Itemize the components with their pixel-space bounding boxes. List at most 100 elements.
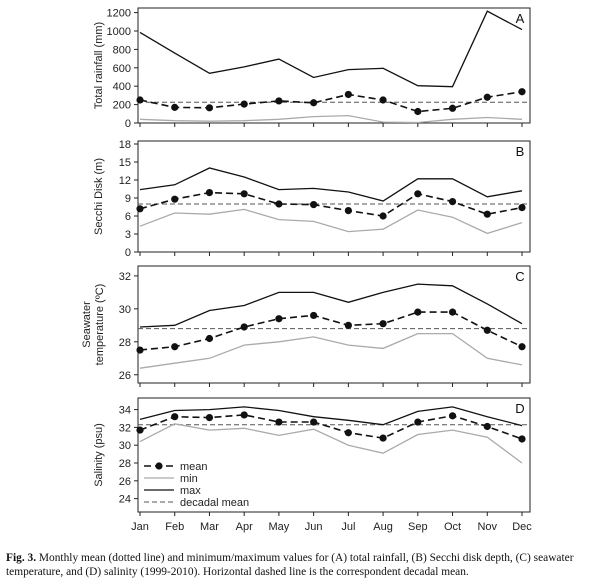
panel-b-ytick-label: 15 [119, 157, 131, 169]
panel-c-frame [137, 265, 531, 384]
panel-b-ytick-label: 6 [125, 211, 131, 223]
panel-a-mean-point [136, 96, 144, 104]
panel-b-frame [137, 140, 531, 253]
panel-d-ytick-label: 30 [119, 440, 131, 452]
panel-b-mean-point [275, 200, 283, 208]
panel-d-mean-point [171, 413, 179, 421]
panel-b-ytick-label: 3 [125, 229, 131, 241]
panel-b-ylabel: Secchi Disk (m) [93, 158, 105, 235]
panel-a-frame [137, 7, 531, 124]
panel-d-series-mean [139, 414, 523, 440]
panel-d-ytick-label: 24 [119, 494, 131, 506]
x-tick-label: May [269, 521, 290, 533]
x-tick-label: Sep [408, 521, 428, 533]
panel-c-mean-point [240, 323, 248, 331]
panel-b-mean-point [448, 198, 457, 206]
panel-b-mean-point [136, 205, 144, 213]
panel-d-mean-point [448, 412, 457, 420]
panel-c-series-min [139, 332, 523, 369]
panel-c-mean-point [379, 320, 387, 328]
panel-a-mean-point [414, 107, 422, 116]
panel-d-series-max [139, 406, 523, 427]
panel-d-mean-point [310, 418, 318, 426]
panel-c-mean-point [344, 321, 352, 329]
panel-a-ytick-label: 1200 [107, 8, 131, 20]
panel-c-mean-point [136, 346, 144, 354]
panel-d-mean-point [344, 429, 352, 437]
panel-a-mean-point [379, 96, 387, 104]
panel-d-mean-point [379, 434, 387, 442]
x-tick-label: Jan [131, 521, 149, 533]
x-tick-label: Mar [200, 521, 219, 533]
panel-b-ytick-label: 0 [125, 247, 131, 259]
panel-a-ytick-label: 1000 [107, 26, 131, 38]
panel-b-ytick-label: 18 [119, 139, 131, 151]
legend-decadal-label: decadal mean [180, 497, 249, 509]
panel-b-mean-point [344, 207, 352, 215]
panel-c-mean-point [448, 308, 457, 316]
legend-mean-label: mean [180, 461, 208, 473]
panel-a-label: A [516, 11, 525, 26]
legend-min-label: min [180, 473, 198, 485]
panel-a-mean-point [310, 99, 318, 107]
panel-d-mean-point [240, 411, 248, 419]
panel-b-mean-point [310, 201, 318, 209]
panel-c-ytick-label: 30 [119, 304, 131, 316]
x-tick-label: Jul [341, 521, 355, 533]
panel-b-ytick-label: 12 [119, 175, 131, 187]
panel-a-series-mean [139, 90, 523, 113]
panel-d-mean-point [275, 418, 283, 426]
panel-a-ytick-label: 200 [113, 100, 131, 112]
panel-b-mean-point [240, 190, 248, 198]
panel-d-ylabel: Salinity (psu) [93, 423, 105, 487]
caption-label: Fig. 3. [6, 552, 37, 564]
panel-d-ytick-label: 26 [119, 476, 131, 488]
panel-c-mean-point [171, 343, 179, 351]
panel-a-ylabel: Total rainfall (mm) [93, 22, 105, 109]
panel-c-mean-point [414, 308, 422, 316]
panel-d-mean-point [518, 435, 526, 443]
panel-d-frame [137, 397, 531, 513]
panel-a-series-max [139, 10, 523, 88]
panel-c-ytick-label: 26 [119, 370, 131, 382]
panel-c-ylabel: Seawatertemperature (ºC) [81, 284, 106, 366]
panel-a-mean-point [205, 104, 214, 112]
panel-a-ytick-label: 0 [125, 118, 131, 130]
panel-c-mean-point [205, 334, 214, 343]
panel-a-mean-point [344, 90, 352, 99]
panel-c-ytick-label: 32 [119, 271, 131, 283]
panel-d-label: D [515, 401, 524, 416]
panel-c-ytick-label: 28 [119, 337, 131, 349]
panel-d-ytick-label: 34 [119, 405, 131, 417]
panel-c-series-max [139, 283, 523, 328]
figure: 0 200 400 600 800 1000 1200 A Total rainfall (mm… [81, 7, 532, 533]
x-tick-label: Feb [165, 521, 184, 533]
panel-d-ytick-label: 32 [119, 422, 131, 434]
figure-caption: Fig. 3. Monthly mean (dotted line) and m… [6, 551, 610, 579]
x-tick-label: Apr [236, 521, 253, 533]
panel-b-series-mean [139, 191, 523, 217]
x-tick-label: Aug [373, 521, 393, 533]
panel-a-mean-point [275, 97, 283, 105]
x-tick-label: Nov [477, 521, 497, 533]
panel-a-ytick-label: 600 [113, 63, 131, 75]
panel-c-label: C [515, 269, 524, 284]
panel-a-mean-point [518, 88, 526, 96]
panel-a-mean-point [240, 100, 248, 108]
panel-a-mean-point [483, 93, 491, 101]
panel-c-mean-point [518, 343, 526, 351]
x-tick-label: Oct [444, 521, 461, 533]
panel-b-mean-point [171, 195, 179, 203]
panel-d-mean-point [205, 413, 214, 422]
panel-d-mean-point [136, 426, 144, 434]
panel-b-mean-point [379, 212, 387, 220]
panel-b-mean-point [205, 189, 214, 197]
panel-b-ytick-label: 9 [125, 193, 131, 205]
panel-b-series-max [139, 167, 523, 202]
panel-b-series-min [139, 208, 523, 235]
panel-a-series-min [139, 114, 523, 124]
panel-d-series-min [139, 423, 523, 464]
legend-max-label: max [180, 485, 201, 497]
panel-c-mean-point [483, 326, 491, 334]
panel-a-mean-point [448, 104, 457, 112]
